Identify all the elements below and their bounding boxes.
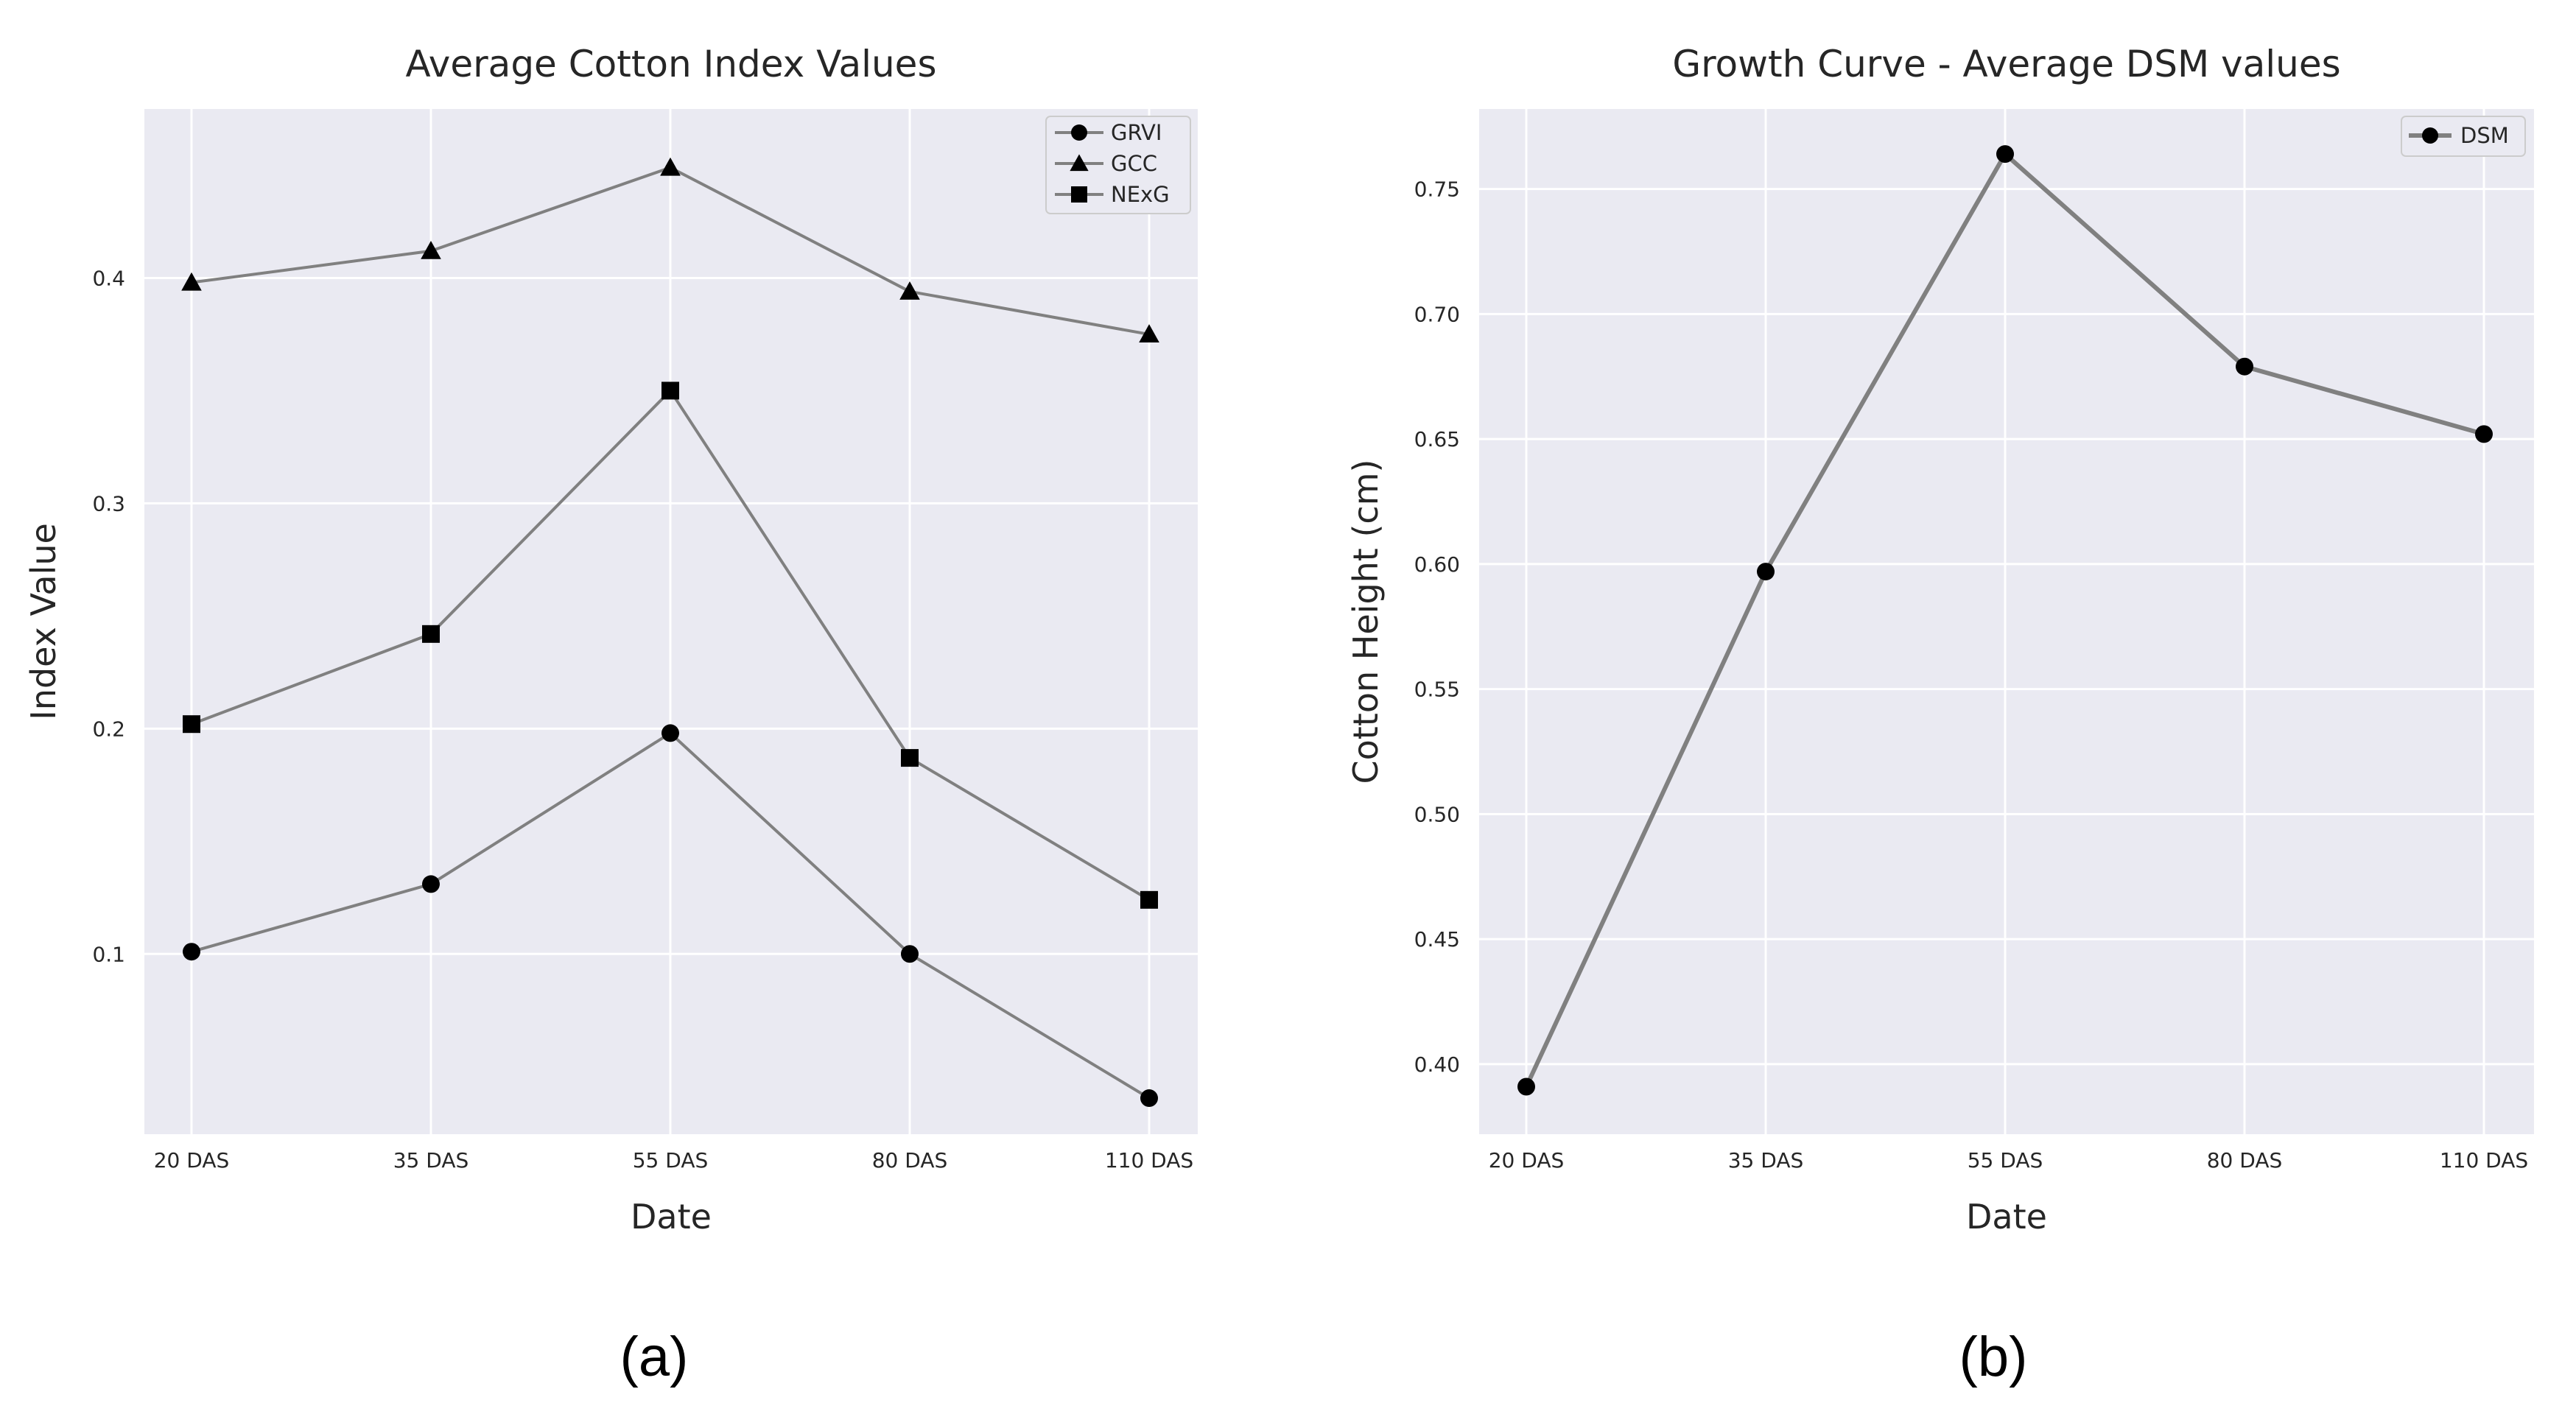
chart-a-nexg-point [422, 625, 440, 643]
chart-b-title: Growth Curve - Average DSM values [1672, 43, 2340, 85]
chart-a-legend-grvi-swatch-marker [1071, 124, 1087, 141]
chart-a-grvi-point [1140, 1089, 1158, 1108]
chart-a-legend: GRVI GCC NExG [1045, 116, 1191, 214]
chart-a-gcc-point [899, 281, 920, 300]
chart-a-x-tick-label: 55 DAS [633, 1148, 709, 1172]
chart-b-legend-box [2401, 116, 2526, 157]
chart-a-legend-gcc-label: GCC [1111, 151, 1157, 176]
chart-a-x-tick-label: 80 DAS [872, 1148, 948, 1172]
chart-b-dsm-point [2475, 425, 2493, 443]
chart-b-legend: DSM [2401, 116, 2526, 157]
chart-b-x-tick-label: 55 DAS [1968, 1148, 2043, 1172]
chart-a-x-axis-label: Date [631, 1197, 712, 1237]
chart-b-x-tick-label: 80 DAS [2207, 1148, 2283, 1172]
chart-b-x-ticks: 20 DAS 35 DAS 55 DAS 80 DAS 110 DAS [1489, 1148, 2528, 1172]
chart-a-x-tick-label: 110 DAS [1105, 1148, 1193, 1172]
chart-b-y-tick-label: 0.45 [1414, 927, 1460, 952]
chart-a-title: Average Cotton Index Values [406, 43, 937, 85]
chart-a-nexg-point [661, 382, 679, 400]
chart-b: 20 DAS 35 DAS 55 DAS 80 DAS 110 DAS 0.40 0.45… [1346, 43, 2534, 1388]
chart-b-x-tick-label: 35 DAS [1728, 1148, 1804, 1172]
chart-a-grvi-point [661, 724, 679, 742]
chart-a-y-tick-label: 0.3 [92, 491, 125, 516]
chart-a-grvi-point [183, 943, 200, 961]
chart-b-y-tick-label: 0.55 [1414, 678, 1460, 702]
chart-a-nexg-point [183, 715, 200, 734]
chart-b-y-tick-label: 0.70 [1414, 302, 1460, 326]
chart-b-x-tick-label: 20 DAS [1489, 1148, 1565, 1172]
chart-a-grvi-point [422, 875, 440, 893]
chart-a-y-tick-label: 0.2 [92, 717, 125, 741]
chart-b-dsm-point [1996, 145, 2014, 164]
chart-b-x-tick-label: 110 DAS [2440, 1148, 2528, 1172]
chart-a-x-tick-label: 35 DAS [393, 1148, 469, 1172]
chart-a-grvi-point [901, 945, 919, 963]
chart-b-y-tick-label: 0.65 [1414, 427, 1460, 451]
chart-a-legend-nexg-label: NExG [1111, 182, 1170, 207]
chart-b-legend-dsm-label: DSM [2460, 123, 2509, 148]
chart-b-grid [1479, 109, 2534, 1134]
chart-a-legend-grvi-label: GRVI [1111, 120, 1162, 145]
chart-a-x-tick-label: 20 DAS [154, 1148, 230, 1172]
chart-b-y-tick-label: 0.50 [1414, 802, 1460, 826]
chart-b-dsm-point [1517, 1077, 1535, 1096]
chart-b-y-ticks: 0.40 0.45 0.50 0.55 0.60 0.65 0.70 0.75 [1414, 177, 1460, 1077]
chart-a-y-axis-label: Index Value [24, 523, 63, 720]
chart-b-plot-area [1479, 109, 2534, 1134]
chart-b-dsm-point [1757, 563, 1775, 581]
chart-a-panel-label: (a) [620, 1326, 689, 1388]
chart-b-panel-label: (b) [1959, 1326, 2028, 1388]
chart-a-nexg-point [1140, 890, 1158, 909]
chart-a-legend-gcc-swatch-marker [1070, 154, 1089, 172]
chart-b-y-tick-label: 0.75 [1414, 177, 1460, 202]
chart-b-legend-dsm-swatch-marker [2422, 127, 2438, 144]
chart-a-legend-nexg-swatch-marker [1071, 186, 1087, 203]
chart-b-dsm-point [2236, 357, 2253, 376]
chart-b-y-tick-label: 0.60 [1414, 552, 1460, 577]
chart-a-gcc-point [1139, 324, 1159, 342]
chart-a-y-tick-label: 0.4 [92, 266, 125, 290]
chart-a-y-ticks: 0.1 0.2 0.3 0.4 [92, 266, 125, 966]
chart-a-gcc-point [660, 157, 681, 176]
chart-a-gcc-point [421, 240, 441, 259]
chart-a-nexg-point [901, 749, 919, 767]
chart-b-y-tick-label: 0.40 [1414, 1052, 1460, 1077]
chart-a-gcc-point [181, 272, 202, 291]
chart-a-markers [181, 157, 1159, 1108]
chart-a-x-ticks: 20 DAS 35 DAS 55 DAS 80 DAS 110 DAS [154, 1148, 1193, 1172]
chart-b-y-axis-label: Cotton Height (cm) [1346, 460, 1386, 784]
chart-b-markers [1517, 145, 2493, 1096]
chart-a: 20 DAS 35 DAS 55 DAS 80 DAS 110 DAS 0.10.20.… [24, 43, 1198, 1388]
chart-b-x-axis-label: Date [1966, 1197, 2047, 1237]
chart-a-y-tick-label: 0.1 [92, 942, 125, 966]
